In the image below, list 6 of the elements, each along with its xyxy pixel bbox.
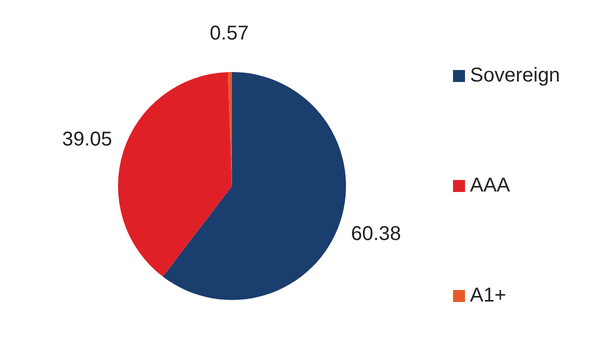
- data-label: 0.57: [210, 22, 249, 45]
- data-label: 39.05: [62, 128, 112, 150]
- legend-label: AAA: [470, 174, 511, 197]
- data-label: 60.38: [350, 223, 402, 246]
- legend-label: A1+: [470, 284, 506, 307]
- legend-label: Sovereign: [470, 64, 560, 87]
